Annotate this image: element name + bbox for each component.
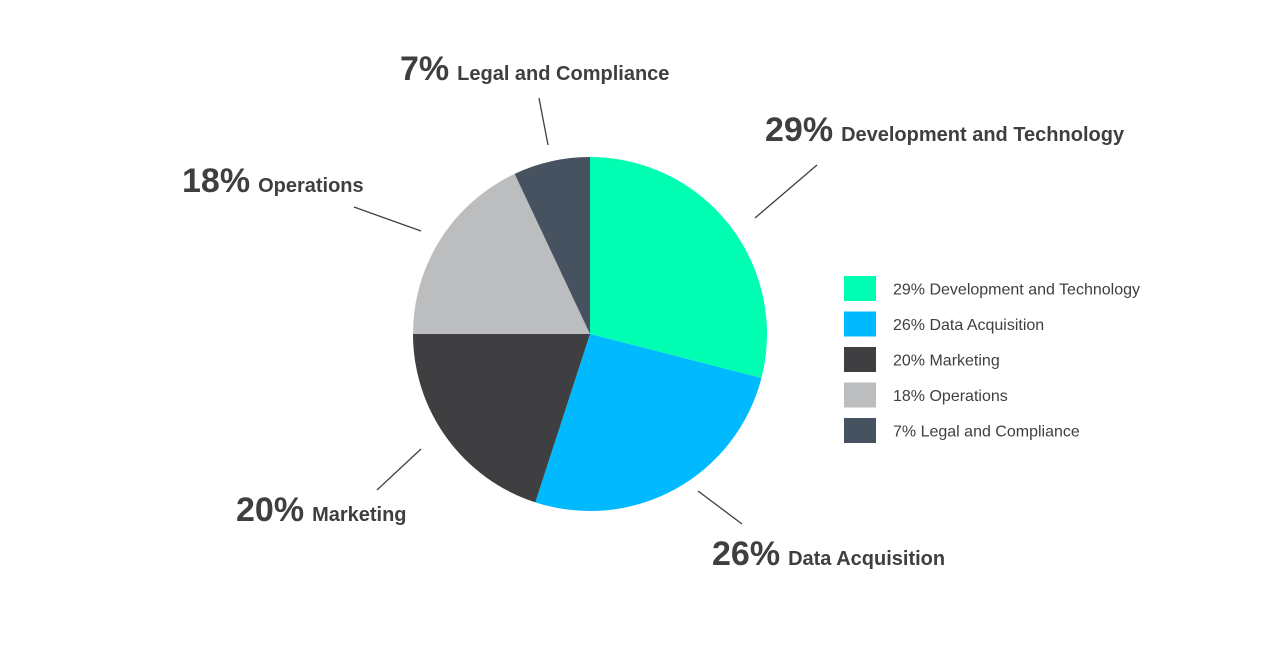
callout-label-marketing: 20% Marketing [236, 491, 407, 529]
leader-line-marketing [376, 448, 422, 491]
callout-percent: 20% [236, 491, 304, 529]
pie-slice-marketing [413, 334, 590, 503]
callout-category-name: Legal and Compliance [457, 63, 669, 85]
legend-item-operations: 18% Operations [844, 382, 1008, 408]
legend-label: 20% Marketing [893, 353, 1000, 370]
pie-slice-operations [413, 173, 590, 334]
legend-swatch [844, 276, 876, 301]
legend-swatch [844, 311, 876, 337]
legend-swatch [844, 418, 876, 443]
callout-category-name: Data Acquisition [788, 548, 945, 570]
legend-label: 26% Data Acquisition [893, 317, 1044, 334]
callout-percent: 7% [400, 50, 449, 88]
legend-label: 29% Development and Technology [893, 282, 1140, 299]
callout-percent: 18% [182, 162, 250, 200]
callout-percent: 26% [712, 535, 780, 573]
pie-slice-legal-and-compliance [514, 157, 590, 334]
callout-label-data-acquisition: 26% Data Acquisition [712, 535, 945, 573]
leader-line-data-acquisition [697, 490, 743, 525]
legend-item-data-acquisition: 26% Data Acquisition [844, 311, 1044, 337]
callout-label-legal-and-compliance: 7% Legal and Compliance [400, 50, 669, 88]
legend-item-legal-and-compliance: 7% Legal and Compliance [844, 418, 1080, 443]
legend-swatch [844, 347, 876, 372]
callout-label-development-and-technology: 29% Development and Technology [765, 111, 1125, 149]
callout-labels: 29% Development and Technology 26% Data Acq… [182, 50, 1125, 573]
pie-slice-data-acquisition [535, 334, 762, 512]
callout-leader-lines [353, 97, 818, 525]
legend-swatch [844, 382, 876, 408]
legend: 29% Development and Technology 26% Data A… [844, 276, 1140, 443]
callout-percent: 29% [765, 111, 833, 149]
callout-category-name: Development and Technology [841, 124, 1125, 146]
legend-item-development-and-technology: 29% Development and Technology [844, 276, 1140, 301]
callout-category-name: Operations [258, 175, 364, 197]
callout-label-operations: 18% Operations [182, 162, 364, 200]
leader-line-legal-and-compliance [538, 97, 549, 146]
callout-category-name: Marketing [312, 504, 406, 526]
leader-line-operations [353, 206, 422, 232]
legend-item-marketing: 20% Marketing [844, 347, 1000, 372]
legend-label: 18% Operations [893, 388, 1008, 405]
leader-line-development-and-technology [754, 164, 818, 219]
legend-label: 7% Legal and Compliance [893, 424, 1080, 441]
pie-slices [413, 157, 768, 512]
pie-slice-development-and-technology [590, 157, 768, 379]
